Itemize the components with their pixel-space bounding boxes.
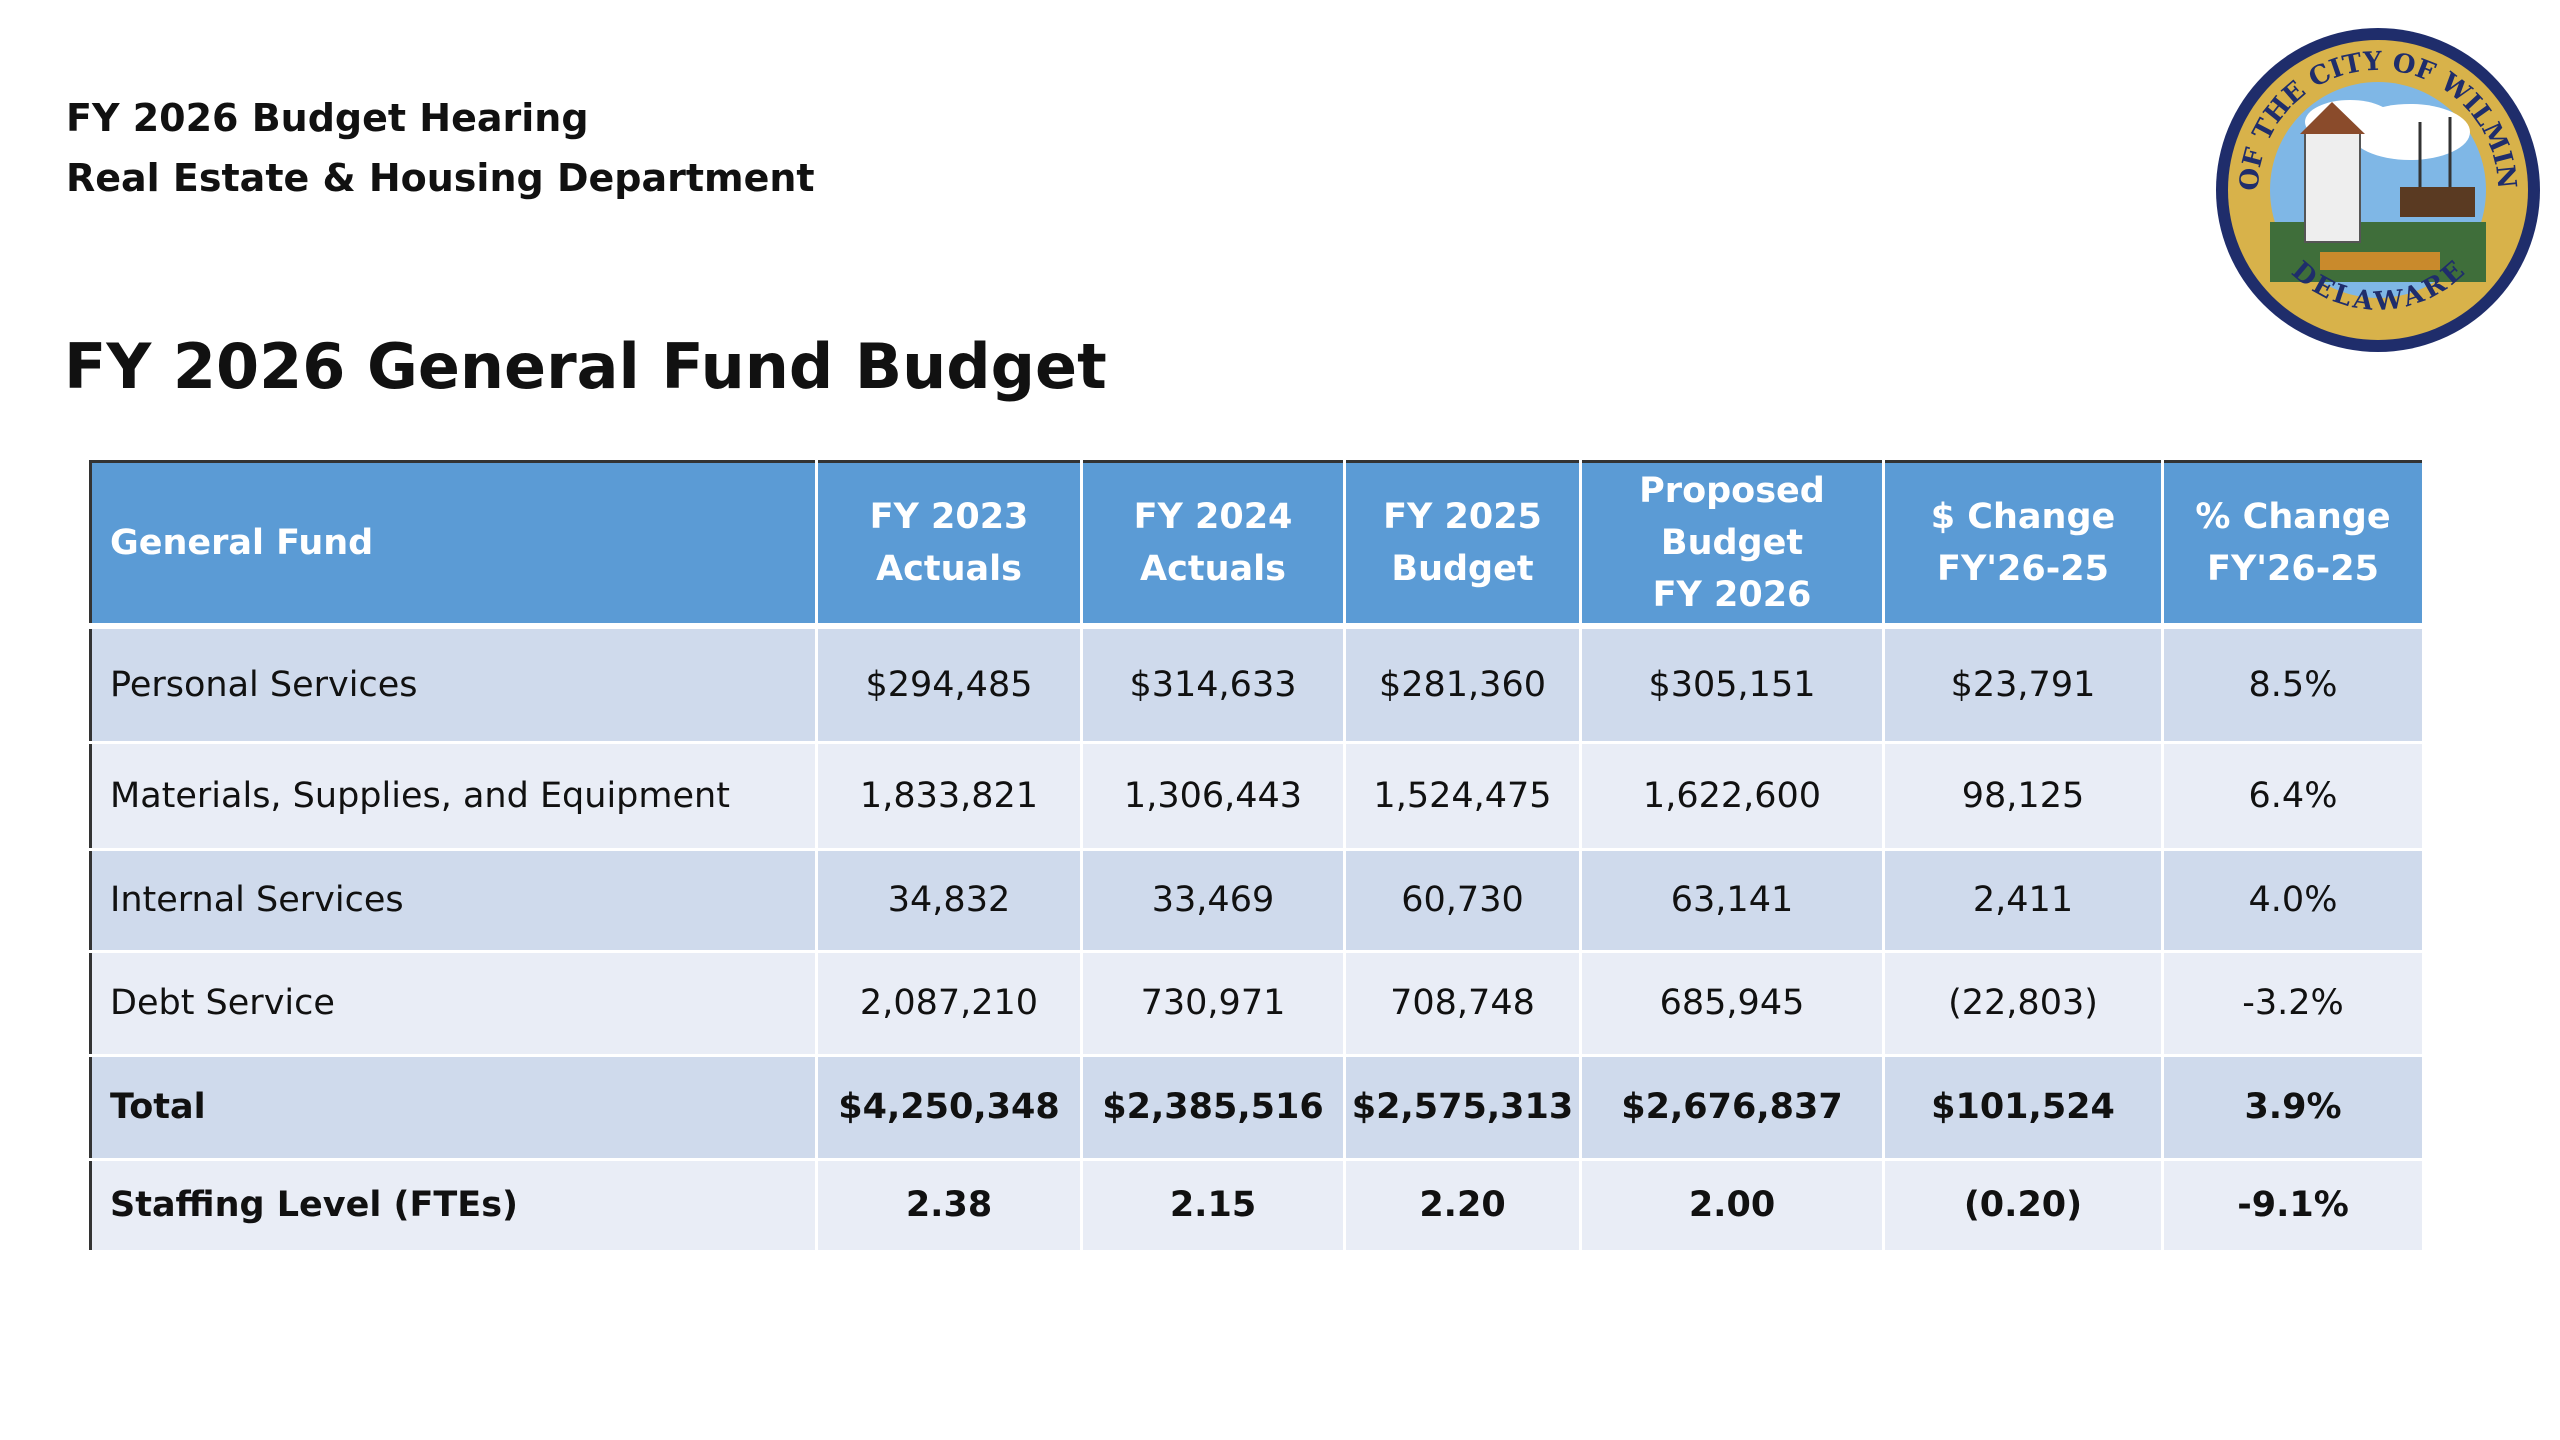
column-header-line: FY 2025 <box>1383 497 1542 537</box>
row-label: Personal Services <box>90 626 818 744</box>
table-cell: 4.0% <box>2162 849 2425 953</box>
table-cell: 2.20 <box>1344 1159 1582 1253</box>
table-cell: 1,524,475 <box>1344 742 1582 851</box>
column-header-line: % Change <box>2195 497 2391 537</box>
column-header: Proposed Budget FY 2026 <box>1580 461 1885 629</box>
table-cell: (0.20) <box>1883 1159 2164 1253</box>
row-label: Staffing Level (FTEs) <box>90 1159 818 1253</box>
column-header-line: Budget <box>1391 549 1534 589</box>
title: FY 2026 General Fund Budget <box>64 330 1107 403</box>
table-cell: $305,151 <box>1580 626 1885 744</box>
table-cell: $2,385,516 <box>1081 1055 1346 1161</box>
table-cell: 2.00 <box>1580 1159 1885 1253</box>
table-cell: $4,250,348 <box>816 1055 1083 1161</box>
column-header: General Fund <box>90 461 818 629</box>
table-cell: 98,125 <box>1883 742 2164 851</box>
table-cell: $2,676,837 <box>1580 1055 1885 1161</box>
table-cell: 2,087,210 <box>816 951 1083 1057</box>
budget-table: General Fund FY 2023 Actuals FY 2024 Actuals… <box>89 460 2425 1253</box>
table-cell: $294,485 <box>816 626 1083 744</box>
table-cell: 60,730 <box>1344 849 1582 953</box>
table-cell: 33,469 <box>1081 849 1346 953</box>
table-row: Materials, Supplies, and Equipment 1,833,… <box>90 742 2425 851</box>
column-header-line: Proposed <box>1639 471 1825 511</box>
table-row: Internal Services 34,832 33,469 60,730 63,14… <box>90 849 2425 953</box>
table-cell: 6.4% <box>2162 742 2425 851</box>
table-cell: -9.1% <box>2162 1159 2425 1253</box>
table-cell: $314,633 <box>1081 626 1346 744</box>
table-cell: 1,306,443 <box>1081 742 1346 851</box>
table-cell: 34,832 <box>816 849 1083 953</box>
table-cell: 2.38 <box>816 1159 1083 1253</box>
table-row: Total $4,250,348 $2,385,516 $2,575,313 $2,67… <box>90 1055 2425 1161</box>
table-cell: $23,791 <box>1883 626 2164 744</box>
table-cell: 730,971 <box>1081 951 1346 1057</box>
column-header: FY 2024 Actuals <box>1081 461 1346 629</box>
table-cell: 708,748 <box>1344 951 1582 1057</box>
column-header-line: $ Change <box>1930 497 2116 537</box>
header-line: Real Estate & Housing Department <box>66 156 815 200</box>
header-row: General Fund FY 2023 Actuals FY 2024 Actuals… <box>90 461 2425 629</box>
header-line: FY 2026 Budget Hearing <box>66 96 589 140</box>
column-header-line: Actuals <box>1140 549 1286 589</box>
column-header-line: Actuals <box>876 549 1022 589</box>
row-label: Debt Service <box>90 951 818 1057</box>
column-header-line: FY'26-25 <box>1937 549 2109 589</box>
table-cell: 3.9% <box>2162 1055 2425 1161</box>
table-cell: 1,833,821 <box>816 742 1083 851</box>
column-header-line: FY 2026 <box>1652 575 1812 615</box>
table-cell: 1,622,600 <box>1580 742 1885 851</box>
table-cell: -3.2% <box>2162 951 2425 1057</box>
column-header-line: Budget <box>1660 523 1804 563</box>
table-cell: 63,141 <box>1580 849 1885 953</box>
table-cell: $101,524 <box>1883 1055 2164 1161</box>
seal: SEAL OF THE CITY OF WILMINGTON DELAWARE <box>2210 22 2540 352</box>
row-label: Internal Services <box>90 849 818 953</box>
column-header-line: General Fund <box>110 523 374 563</box>
column-header: FY 2023 Actuals <box>816 461 1083 629</box>
column-header: % Change FY'26-25 <box>2162 461 2425 629</box>
header: FY 2026 Budget Hearing Real Estate & Hou… <box>66 88 815 208</box>
column-header-line: FY'26-25 <box>2207 549 2379 589</box>
table-cell: (22,803) <box>1883 951 2164 1057</box>
table-row: Personal Services $294,485 $314,633 $281,36… <box>90 626 2425 744</box>
table-cell: $2,575,313 <box>1344 1055 1582 1161</box>
table-cell: 2.15 <box>1081 1159 1346 1253</box>
table-row: Debt Service 2,087,210 730,971 708,748 685,9… <box>90 951 2425 1057</box>
table-row: Staffing Level (FTEs) 2.38 2.15 2.20 2.00 (0.… <box>90 1159 2425 1253</box>
row-label: Materials, Supplies, and Equipment <box>90 742 818 851</box>
table-cell: 2,411 <box>1883 849 2164 953</box>
column-header: FY 2025 Budget <box>1344 461 1582 629</box>
table-cell: 8.5% <box>2162 626 2425 744</box>
column-header-line: FY 2024 <box>1133 497 1293 537</box>
row-label: Total <box>90 1055 818 1161</box>
table-cell: 685,945 <box>1580 951 1885 1057</box>
table-cell: $281,360 <box>1344 626 1582 744</box>
column-header-line: FY 2023 <box>869 497 1029 537</box>
column-header: $ Change FY'26-25 <box>1883 461 2164 629</box>
